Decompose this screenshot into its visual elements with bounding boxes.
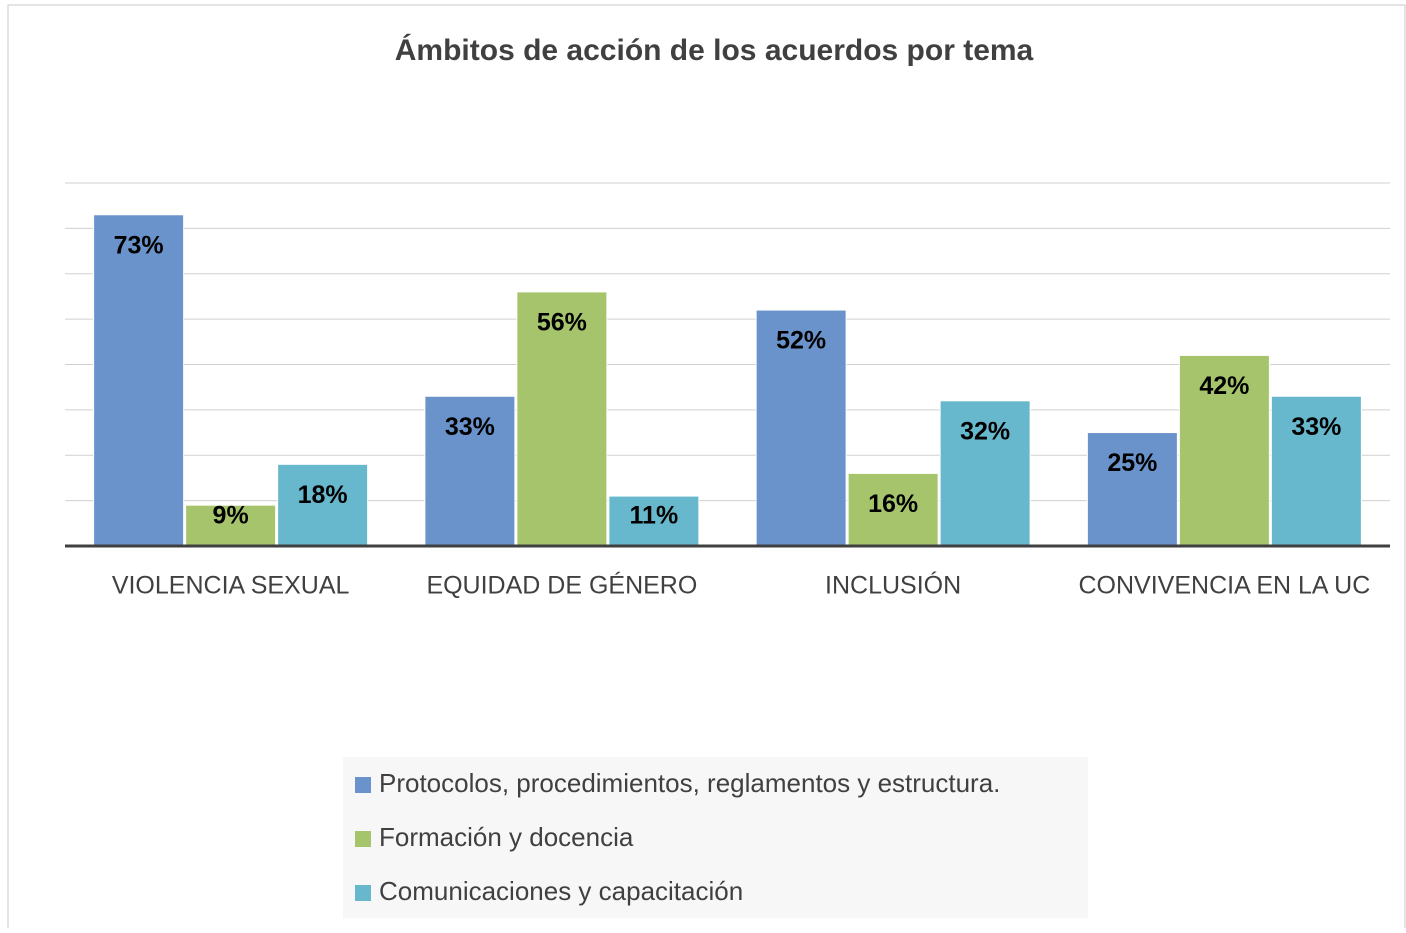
legend-swatch bbox=[355, 777, 371, 793]
legend-label: Formación y docencia bbox=[379, 822, 634, 852]
data-label: 42% bbox=[1199, 372, 1249, 400]
legend-swatch bbox=[355, 885, 371, 901]
legend-label: Comunicaciones y capacitación bbox=[379, 876, 743, 906]
bar bbox=[424, 395, 516, 547]
x-tick-label: INCLUSIÓN bbox=[825, 571, 961, 600]
bar bbox=[847, 472, 939, 547]
legend-box bbox=[343, 757, 1088, 918]
chart-title: Ámbitos de acción de los acuerdos por te… bbox=[395, 33, 1034, 67]
bar bbox=[277, 463, 369, 547]
bar bbox=[939, 400, 1031, 547]
data-label: 16% bbox=[868, 490, 918, 518]
data-label: 56% bbox=[537, 309, 587, 337]
bar bbox=[93, 214, 185, 547]
data-label: 33% bbox=[445, 413, 495, 441]
bar bbox=[185, 504, 277, 547]
bar bbox=[755, 309, 847, 547]
data-label: 32% bbox=[960, 417, 1010, 445]
data-label: 18% bbox=[298, 481, 348, 509]
x-tick-label: EQUIDAD DE GÉNERO bbox=[426, 571, 697, 600]
data-label: 33% bbox=[1291, 413, 1341, 441]
legend-swatch bbox=[355, 831, 371, 847]
bar bbox=[1178, 354, 1270, 547]
x-tick-label: CONVIVENCIA EN LA UC bbox=[1079, 572, 1371, 600]
x-tick-label: VIOLENCIA SEXUAL bbox=[112, 572, 350, 600]
bar bbox=[516, 291, 608, 547]
bar bbox=[1270, 395, 1362, 547]
data-label: 52% bbox=[776, 327, 826, 355]
data-label: 73% bbox=[114, 231, 164, 259]
data-label: 9% bbox=[213, 502, 249, 530]
data-label: 11% bbox=[630, 502, 679, 530]
legend-label: Protocolos, procedimientos, reglamentos … bbox=[379, 768, 1000, 798]
data-label: 25% bbox=[1107, 449, 1157, 477]
bar bbox=[1086, 432, 1178, 547]
